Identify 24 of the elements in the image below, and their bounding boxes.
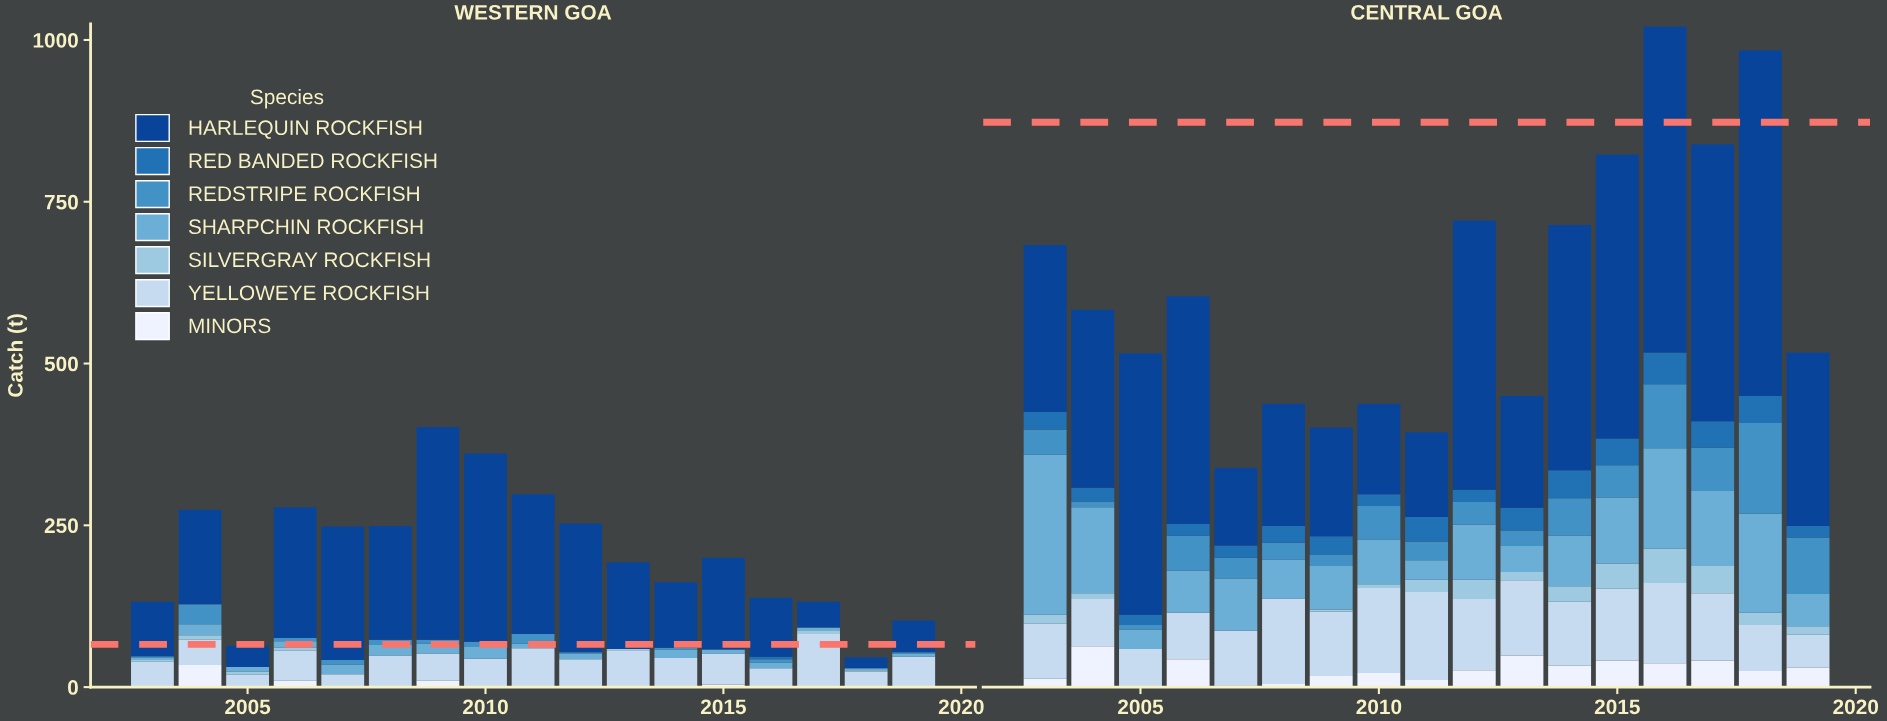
y-tick-label: 500 bbox=[44, 356, 78, 372]
legend-label: YELLOWEYE ROCKFISH bbox=[188, 285, 429, 301]
legend-label: SHARPCHIN ROCKFISH bbox=[188, 219, 423, 235]
legend-title: Species bbox=[250, 88, 324, 109]
x-tick-label: 2020 bbox=[938, 699, 984, 715]
y-axis-title: Catch (t) bbox=[7, 314, 27, 397]
legend-label: REDSTRIPE ROCKFISH bbox=[189, 186, 419, 202]
x-tick-label: 2015 bbox=[1594, 699, 1640, 715]
x-tick-label: 2020 bbox=[1833, 699, 1879, 715]
chart-title: CENTRAL GOA bbox=[1351, 4, 1503, 20]
chart-title: WESTERN GOA bbox=[454, 4, 612, 20]
y-tick-label: 1000 bbox=[33, 32, 78, 48]
legend-label: HARLEQUIN ROCKFISH bbox=[189, 120, 422, 139]
legend-label: SILVERGRAY ROCKFISH bbox=[188, 252, 430, 268]
legend-label: MINORS bbox=[189, 318, 271, 334]
x-tick-label: 2005 bbox=[1118, 699, 1164, 715]
y-tick-label: 750 bbox=[44, 194, 78, 210]
legend-label: RED BANDED ROCKFISH bbox=[189, 153, 437, 169]
x-tick-label: 2015 bbox=[700, 699, 746, 715]
x-tick-label: 2010 bbox=[463, 699, 508, 715]
y-tick-label: 250 bbox=[44, 518, 78, 534]
x-tick-label: 2005 bbox=[225, 699, 271, 715]
y-tick-label: 0 bbox=[68, 680, 78, 695]
x-tick-label: 2010 bbox=[1356, 699, 1402, 715]
